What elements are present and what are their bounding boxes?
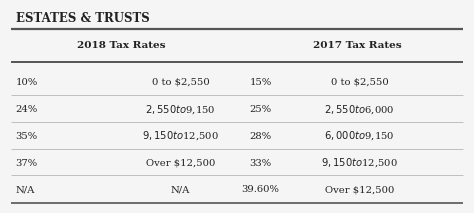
Text: 28%: 28% — [249, 132, 272, 141]
Text: 35%: 35% — [16, 132, 37, 141]
Text: ESTATES & TRUSTS: ESTATES & TRUSTS — [16, 12, 149, 25]
Text: $6,000 to $9,150: $6,000 to $9,150 — [324, 130, 395, 142]
Text: 2017 Tax Rates: 2017 Tax Rates — [313, 41, 401, 50]
Text: $2,550 to $6,000: $2,550 to $6,000 — [324, 103, 395, 116]
Text: $2,550 to $9,150: $2,550 to $9,150 — [145, 103, 216, 116]
Text: 24%: 24% — [16, 105, 38, 114]
Text: $9,150 to $12,500: $9,150 to $12,500 — [321, 157, 398, 169]
Text: $9,150 to $12,500: $9,150 to $12,500 — [142, 130, 219, 142]
Text: 37%: 37% — [16, 158, 37, 168]
Text: 25%: 25% — [249, 105, 272, 114]
Text: Over $12,500: Over $12,500 — [146, 158, 215, 168]
Text: 2018 Tax Rates: 2018 Tax Rates — [77, 41, 166, 50]
Text: 39.60%: 39.60% — [242, 186, 280, 194]
Text: 0 to $2,550: 0 to $2,550 — [152, 78, 210, 87]
Text: N/A: N/A — [171, 186, 190, 194]
Text: 10%: 10% — [16, 78, 38, 87]
Text: 33%: 33% — [249, 158, 272, 168]
Text: 0 to $2,550: 0 to $2,550 — [331, 78, 388, 87]
Text: N/A: N/A — [16, 186, 35, 194]
Text: 15%: 15% — [249, 78, 272, 87]
Text: Over $12,500: Over $12,500 — [325, 186, 394, 194]
